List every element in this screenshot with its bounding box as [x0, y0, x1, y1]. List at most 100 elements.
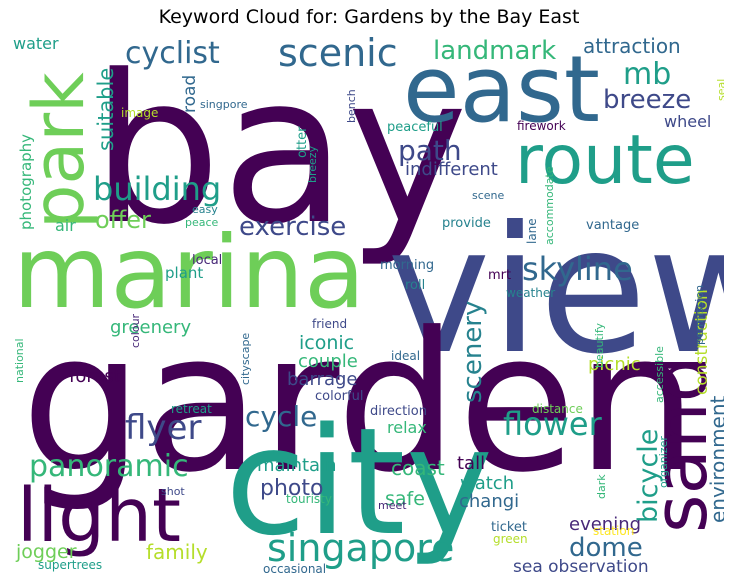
word-seal: seal — [715, 79, 724, 101]
word-bicycle: bicycle — [633, 429, 664, 523]
word-landmark: landmark — [433, 36, 556, 66]
word-scenic: scenic — [278, 33, 398, 75]
word-provide: provide — [442, 216, 491, 231]
word-colour: colour — [129, 313, 142, 348]
word-cityscape: cityscape — [239, 333, 252, 385]
word-safe: safe — [385, 488, 425, 510]
word-organizer: organizer — [657, 436, 670, 488]
word-lane: lane — [525, 218, 539, 244]
word-sea-observation: sea observation — [513, 557, 649, 577]
word-green: green — [493, 532, 528, 546]
word-east: east — [403, 36, 600, 143]
word-sand: sand — [638, 355, 724, 533]
word-occasional: occasional — [263, 562, 326, 576]
word-couple: couple — [298, 351, 358, 372]
word-firework: firework — [517, 119, 566, 133]
word-path: path — [398, 134, 462, 167]
word-national: national — [13, 338, 26, 383]
word-skyline: skyline — [522, 250, 633, 288]
word-route: route — [515, 121, 695, 200]
word-plant: plant — [165, 264, 203, 282]
word-coast: coast — [391, 456, 445, 480]
word-cloud: bay view garden city marina east park route ligh… — [13, 33, 724, 578]
word-park: park — [18, 72, 100, 229]
word-singapore: singapore — [267, 526, 454, 570]
word-breeze: breeze — [603, 85, 691, 115]
word-meet: meet — [378, 499, 407, 512]
word-local: local — [192, 253, 222, 268]
word-beautify: beautify — [593, 322, 606, 368]
word-touristy: touristy — [286, 492, 332, 506]
word-panoramic: panoramic — [29, 449, 189, 484]
word-image: image — [121, 106, 158, 120]
word-photography: photography — [17, 134, 35, 230]
word-ideal: ideal — [391, 349, 420, 363]
word-picnic: picnic — [588, 354, 641, 375]
word-indifferent: indifferent — [405, 159, 498, 180]
word-evening: evening — [569, 514, 641, 535]
word-water: water — [13, 34, 59, 53]
word-morning: morning — [380, 258, 434, 273]
word-exercise: exercise — [239, 212, 346, 242]
word-light: light — [17, 473, 181, 559]
word-jogger: jogger — [15, 541, 77, 563]
word-shot: shot — [161, 485, 185, 498]
word-air: air — [55, 216, 76, 235]
word-otter: otter — [295, 126, 310, 158]
chart-title: Keyword Cloud for: Gardens by the Bay Ea… — [158, 6, 580, 28]
word-photo: photo — [260, 476, 323, 501]
word-changi: changi — [459, 491, 519, 512]
word-permission: permission — [693, 285, 706, 345]
word-ticket: ticket — [491, 520, 527, 535]
word-accessible: accessible — [653, 346, 666, 403]
word-distance: distance — [532, 402, 583, 416]
word-singpore: singpore — [200, 98, 248, 111]
word-construction: construction — [692, 289, 712, 395]
word-dark: dark — [595, 474, 608, 499]
word-supertrees: supertrees — [38, 558, 102, 572]
word-flyer: flyer — [125, 408, 201, 448]
word-breezy: breezy — [306, 145, 319, 183]
word-suitable: suitable — [94, 68, 118, 151]
word-friend: friend — [312, 317, 347, 331]
word-colorful: colorful — [315, 389, 363, 404]
word-accommodate: accommodate — [543, 166, 556, 245]
word-cycle: cycle — [245, 400, 317, 433]
word-tall: tall — [457, 453, 485, 474]
word-road: road — [180, 75, 200, 113]
word-relax: relax — [387, 418, 427, 437]
word-watch: watch — [460, 473, 514, 494]
word-wheel: wheel — [664, 112, 711, 131]
word-building: building — [93, 170, 221, 208]
word-vantage: vantage — [586, 218, 639, 233]
word-station: station — [593, 524, 634, 538]
word-weather: weather — [506, 286, 555, 300]
word-forest: forest — [69, 366, 121, 387]
word-garden: garden — [21, 292, 698, 515]
word-bench: bench — [345, 89, 358, 123]
word-attraction: attraction — [583, 34, 681, 58]
word-barrage: barrage — [287, 369, 357, 390]
word-scene: scene — [472, 189, 505, 202]
word-dome: dome — [569, 533, 643, 563]
word-easy: easy — [192, 203, 218, 216]
word-scenery: scenery — [458, 301, 488, 403]
word-mb: mb — [623, 57, 671, 92]
word-family: family — [146, 540, 208, 564]
word-cyclist: cyclist — [125, 36, 220, 71]
word-iconic: iconic — [299, 332, 354, 354]
word-retreat: retreat — [171, 402, 212, 416]
word-peace: peace — [185, 216, 219, 229]
word-city: city — [225, 396, 493, 568]
word-maintain: maintain — [257, 455, 336, 476]
word-marina: marina — [13, 214, 365, 331]
word-bay: bay — [91, 33, 468, 270]
word-roll: roll — [405, 278, 425, 293]
word-direction: direction — [370, 404, 427, 419]
word-view: view — [387, 190, 724, 393]
word-mrt: mrt — [488, 268, 511, 283]
word-peaceful: peaceful — [387, 120, 443, 135]
word-flower: flower — [503, 405, 603, 443]
word-environment: environment — [706, 395, 724, 523]
